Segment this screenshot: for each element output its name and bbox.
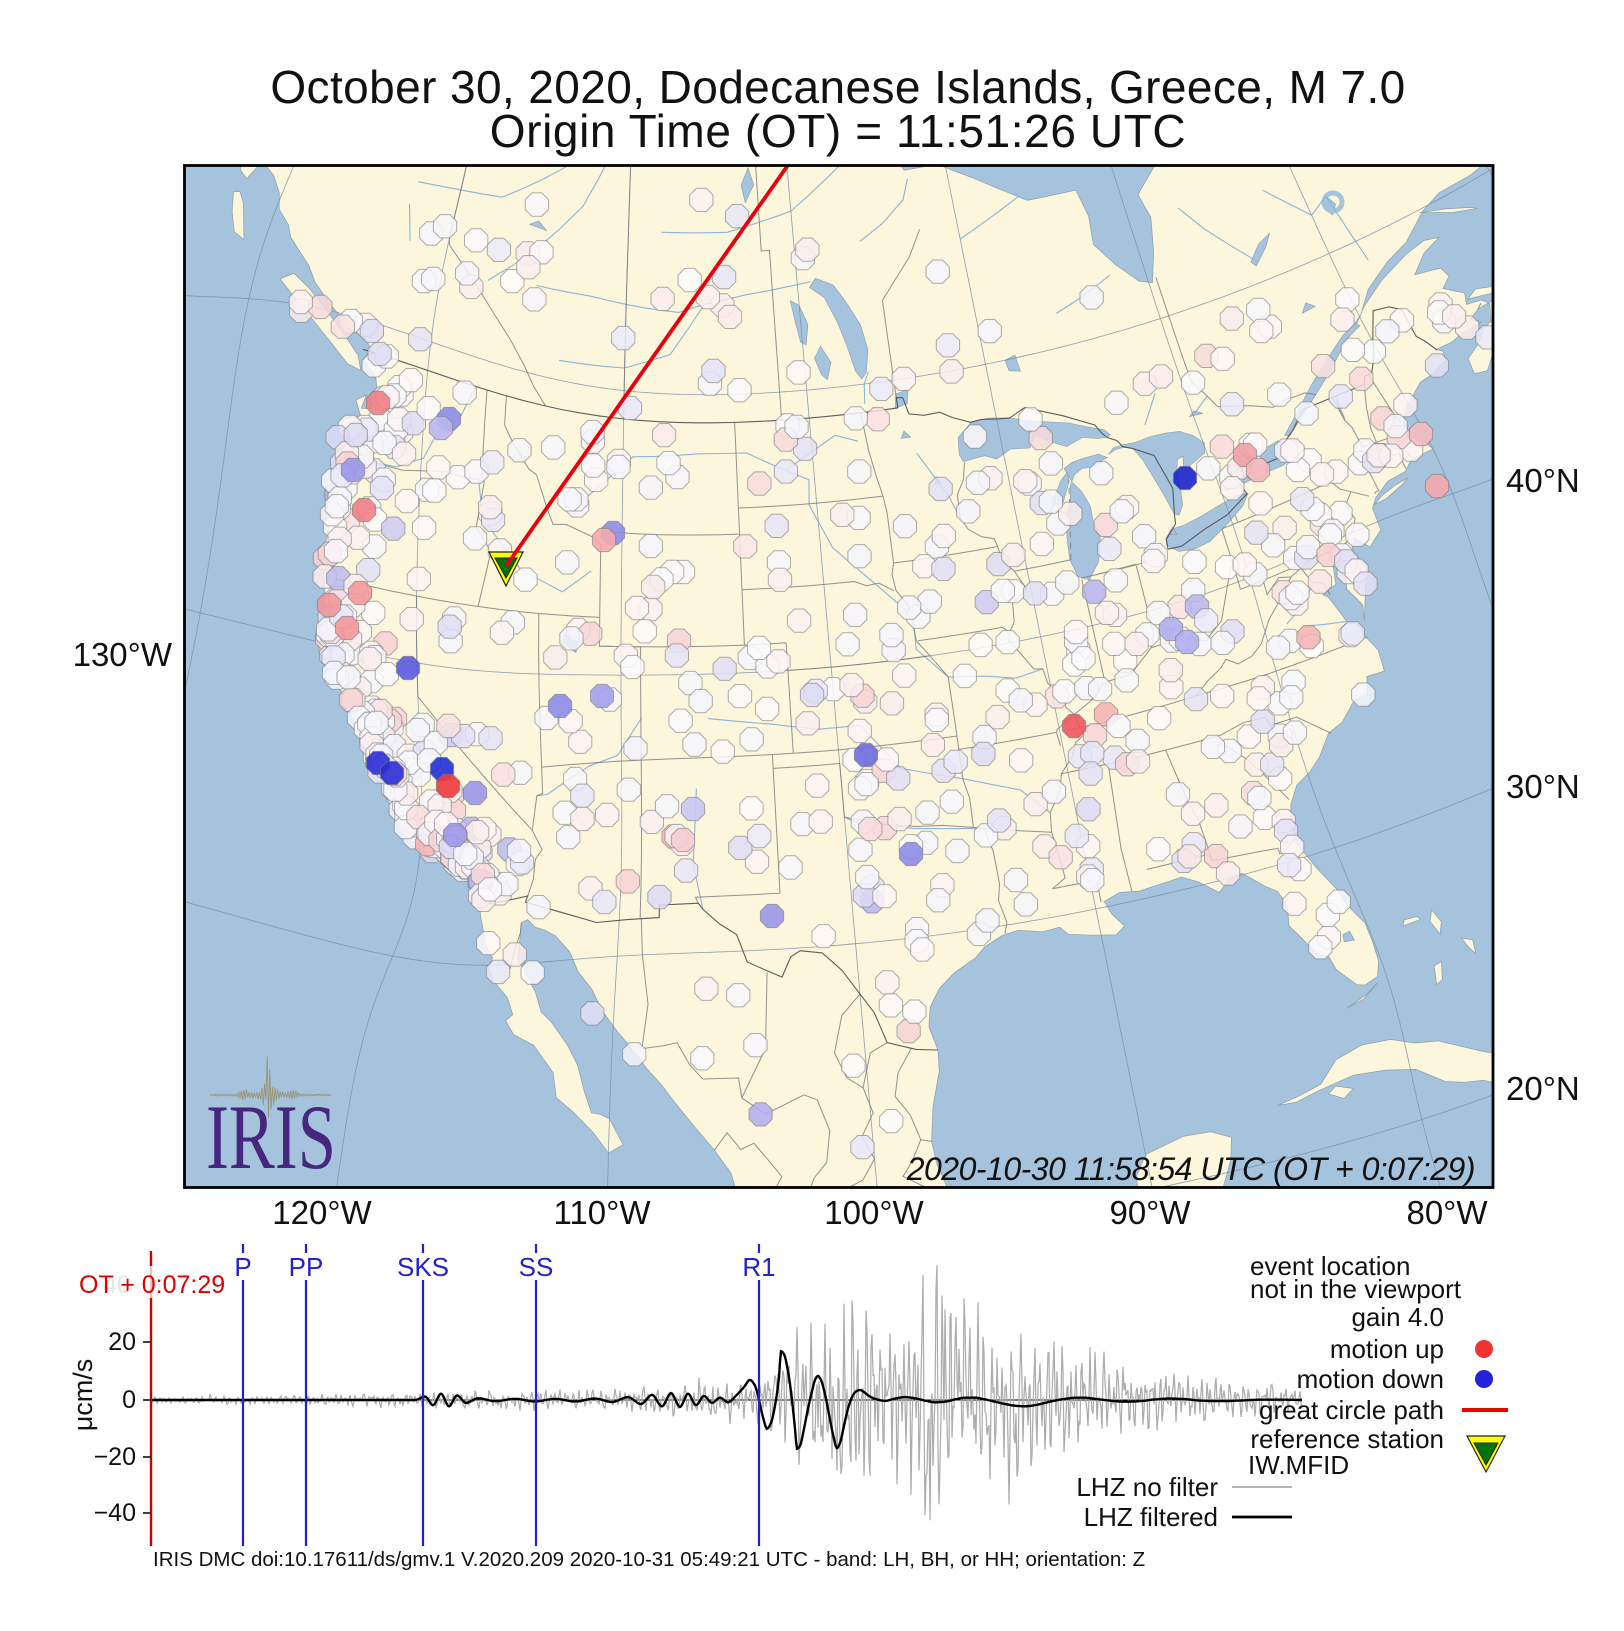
svg-text:100°W: 100°W <box>824 1194 924 1231</box>
svg-text:40°N: 40°N <box>1506 462 1580 499</box>
svg-text:SS: SS <box>519 1252 554 1282</box>
svg-text:Origin Time (OT) = 11:51:26 UT: Origin Time (OT) = 11:51:26 UTC <box>490 105 1186 157</box>
svg-text:motion down: motion down <box>1297 1364 1444 1394</box>
svg-text:2020-10-30 11:58:54 UTC (OT +: 2020-10-30 11:58:54 UTC (OT + 0:07:29) <box>906 1151 1475 1187</box>
svg-text:LHZ filtered: LHZ filtered <box>1084 1502 1218 1532</box>
svg-text:0: 0 <box>122 1386 136 1414</box>
svg-text:OT + 0:07:29: OT + 0:07:29 <box>79 1271 225 1299</box>
svg-text:motion up: motion up <box>1330 1334 1444 1364</box>
svg-text:−40: −40 <box>94 1499 136 1527</box>
svg-text:110°W: 110°W <box>554 1194 652 1231</box>
svg-text:P: P <box>234 1252 251 1282</box>
svg-text:120°W: 120°W <box>272 1194 372 1231</box>
svg-text:LHZ no filter: LHZ no filter <box>1076 1472 1218 1502</box>
svg-text:not in the viewport: not in the viewport <box>1250 1274 1462 1304</box>
svg-text:−20: −20 <box>94 1443 136 1471</box>
svg-text:event location: event location <box>1250 1251 1410 1281</box>
svg-text:20°N: 20°N <box>1506 1070 1580 1107</box>
svg-text:IW.MFID: IW.MFID <box>1248 1450 1349 1480</box>
svg-text:PP: PP <box>289 1252 324 1282</box>
svg-text:IRIS DMC doi:10.17611/ds/gmv.1: IRIS DMC doi:10.17611/ds/gmv.1 V.2020.20… <box>153 1548 1145 1571</box>
svg-text:SKS: SKS <box>397 1252 449 1282</box>
svg-text:great circle path: great circle path <box>1259 1395 1444 1425</box>
svg-text:reference station: reference station <box>1250 1424 1444 1454</box>
svg-text:30°N: 30°N <box>1506 768 1580 805</box>
svg-text:μcm/s: μcm/s <box>68 1359 98 1432</box>
svg-text:October 30, 2020, Dodecanese I: October 30, 2020, Dodecanese Islands, Gr… <box>270 61 1405 113</box>
svg-text:20: 20 <box>108 1328 136 1356</box>
svg-text:90°W: 90°W <box>1109 1194 1191 1231</box>
svg-text:gain 4.0: gain 4.0 <box>1351 1302 1444 1332</box>
svg-text:80°W: 80°W <box>1406 1194 1488 1231</box>
svg-text:R1: R1 <box>742 1252 775 1282</box>
svg-text:130°W: 130°W <box>73 636 173 673</box>
